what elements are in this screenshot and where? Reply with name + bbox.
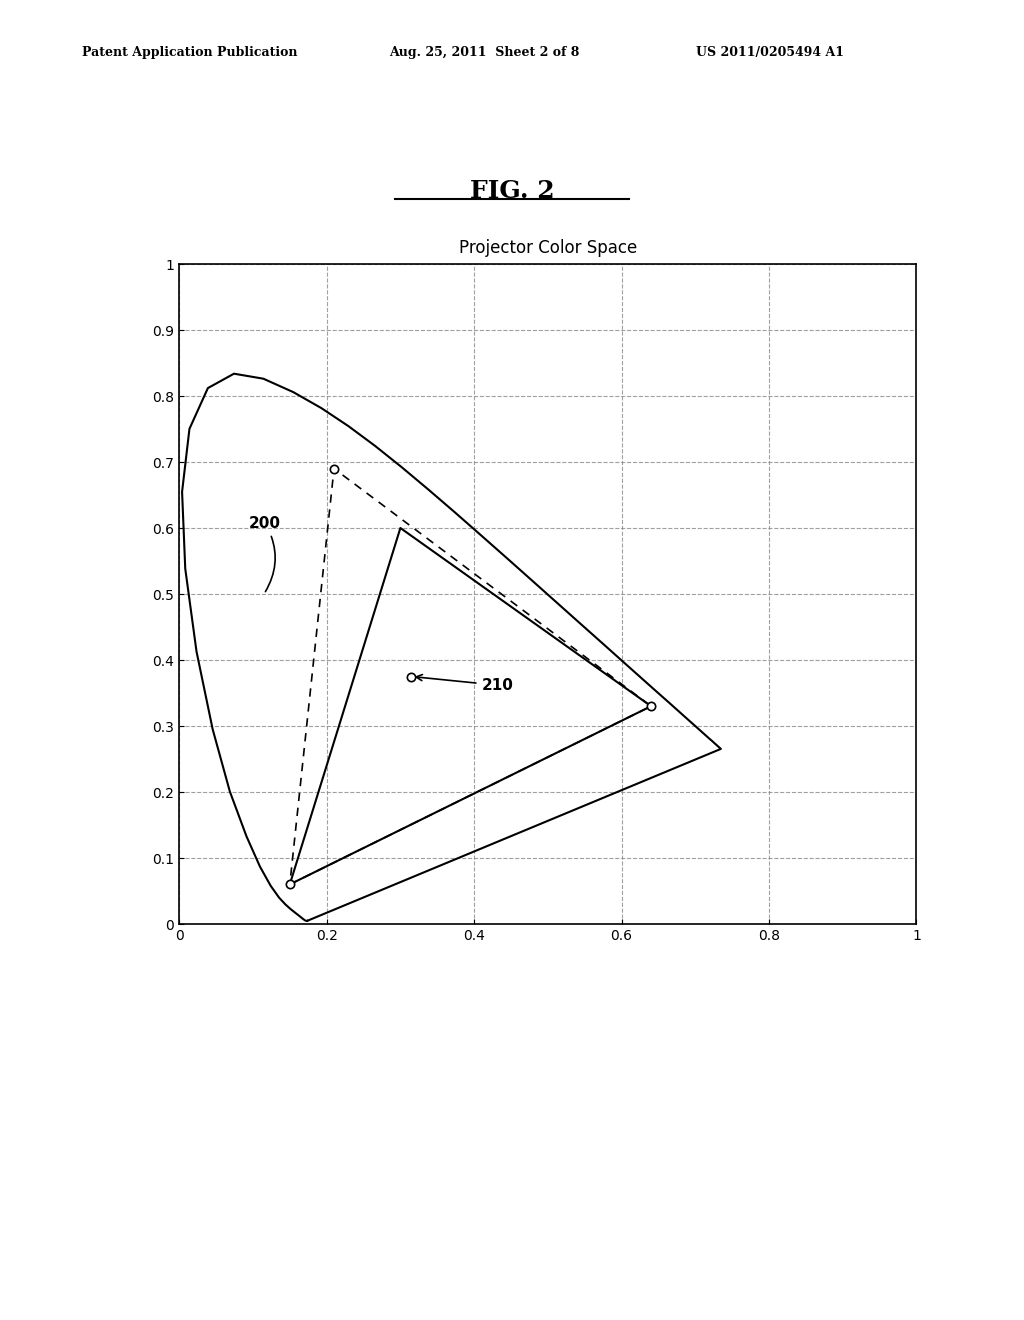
Text: Aug. 25, 2011  Sheet 2 of 8: Aug. 25, 2011 Sheet 2 of 8: [389, 46, 580, 59]
Title: Projector Color Space: Projector Color Space: [459, 239, 637, 257]
Text: 210: 210: [416, 675, 513, 693]
Text: US 2011/0205494 A1: US 2011/0205494 A1: [696, 46, 845, 59]
Text: FIG. 2: FIG. 2: [470, 180, 554, 203]
Text: Patent Application Publication: Patent Application Publication: [82, 46, 297, 59]
Text: 200: 200: [249, 516, 282, 591]
